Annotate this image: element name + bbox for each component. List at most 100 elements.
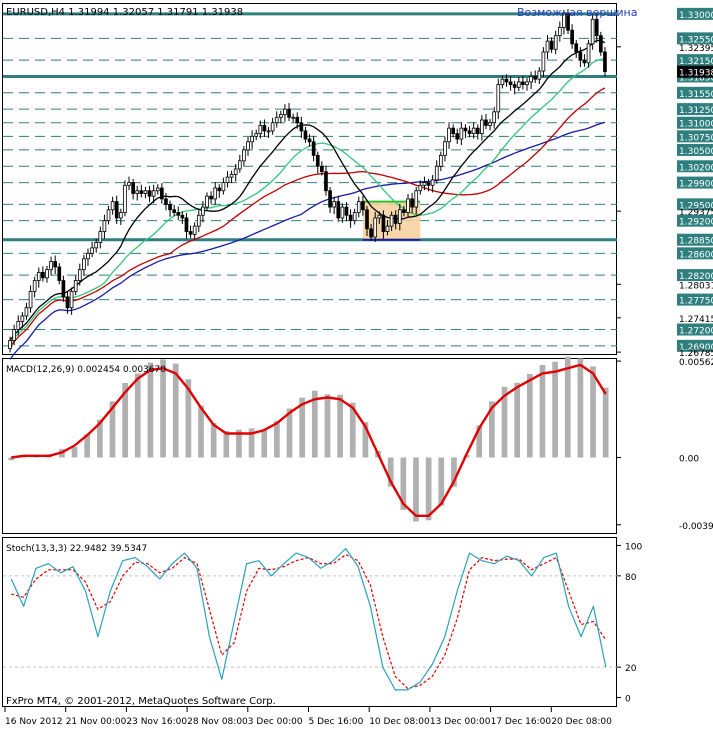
candle-body-8 (41, 271, 45, 279)
price-tag-bg-19 (677, 293, 713, 306)
candle-body-46 (196, 214, 201, 227)
candle-body-114 (475, 127, 480, 135)
candle-body-61 (258, 125, 263, 135)
stoch-label-2: 20 (625, 664, 637, 674)
price-tag-1: 1.32550 (679, 35, 713, 45)
price-tag-bg-8 (677, 130, 713, 143)
price-tag-bg-1 (677, 32, 713, 45)
time-label-5: 5 Dec 16:00 (309, 717, 364, 727)
candle-body-60 (254, 133, 259, 137)
candle-body-30 (131, 182, 135, 194)
candle-body-140 (582, 59, 587, 64)
candle-body-123 (512, 84, 517, 88)
candle-body-127 (529, 76, 533, 83)
candle-body-109 (455, 133, 460, 140)
time-label-8: 17 Dec 16:00 (491, 717, 552, 727)
price-tag-bg-14 (677, 214, 713, 227)
price-tag-5: 1.31550 (679, 90, 713, 100)
candle-body-38 (164, 198, 168, 205)
candle-body-45 (192, 225, 197, 235)
candle-body-21 (94, 242, 99, 249)
price-tag-bg-0 (677, 7, 713, 20)
candle-body-35 (151, 190, 156, 197)
candle-body-44 (188, 231, 193, 235)
candle-body-24 (106, 209, 111, 222)
candle-body-72 (303, 130, 308, 140)
candle-body-110 (459, 127, 464, 140)
candle-body-68 (287, 108, 291, 118)
price-tag-bg-11 (677, 176, 713, 189)
price-tag-bg-10 (677, 160, 713, 173)
candle-body-89 (373, 217, 378, 238)
time-label-2: 23 Nov 16:00 (126, 717, 187, 727)
candle-body-70 (295, 116, 300, 124)
macd-title: MACD(12,26,9) 0.002454 0.003670 (6, 365, 166, 375)
candle-body-131 (545, 40, 550, 53)
candle-body-129 (537, 70, 542, 80)
macd-label-0: 0.00562 (679, 358, 713, 368)
candle-body-3 (20, 315, 25, 322)
candle-body-5 (28, 291, 33, 309)
candle-body-54 (229, 174, 234, 178)
candle-body-33 (143, 190, 148, 194)
price-label-18: 1.28031 (679, 281, 713, 291)
price-tag-bg-3 (677, 54, 713, 67)
candle-body-13 (61, 280, 66, 298)
price-tag-11: 1.29900 (679, 180, 713, 190)
candle-body-53 (225, 176, 230, 183)
candle-body-14 (65, 296, 70, 309)
candle-body-99 (414, 190, 419, 208)
current-price-bg (677, 65, 713, 78)
price-label-20: 1.27415 (679, 315, 713, 325)
candle-body-125 (521, 81, 525, 86)
candle-body-103 (430, 179, 435, 186)
panel-frame-3 (2, 537, 617, 707)
candle-body-145 (603, 51, 607, 72)
candle-body-105 (439, 154, 443, 167)
candle-body-36 (155, 187, 160, 192)
candle-body-41 (176, 212, 181, 216)
candle-body-78 (328, 190, 332, 208)
candle-body-27 (118, 212, 123, 219)
candle-body-58 (246, 141, 250, 151)
price-tag-8: 1.30750 (679, 133, 713, 143)
time-label-1: 21 Nov 00:00 (66, 717, 127, 727)
candle-body-32 (139, 190, 144, 194)
price-tag-bg-21 (677, 323, 713, 336)
candle-body-48 (205, 195, 209, 208)
price-tag-21: 1.27200 (679, 327, 713, 337)
ma-red-line (9, 87, 606, 348)
candle-body-116 (484, 119, 488, 126)
candle-body-144 (599, 35, 603, 53)
candle-body-132 (549, 40, 554, 50)
candle-body-79 (332, 201, 337, 208)
candle-body-128 (533, 76, 538, 80)
candle-body-143 (594, 18, 599, 37)
price-tag-3: 1.32150 (679, 57, 713, 67)
price-tag-bg-16 (677, 247, 713, 260)
candle-body-28 (123, 184, 127, 213)
candle-body-75 (315, 154, 320, 167)
candle-body-23 (102, 220, 107, 232)
candle-body-130 (541, 51, 546, 72)
candle-body-113 (471, 127, 476, 135)
macd-signal-line (11, 363, 607, 517)
candle-body-62 (262, 125, 267, 132)
candle-body-106 (443, 141, 447, 156)
candle-body-37 (160, 187, 164, 200)
candle-body-47 (201, 206, 205, 216)
candle-body-94 (393, 214, 398, 224)
candle-body-84 (352, 212, 357, 222)
stoch-title: Stoch(13,3,3) 22.9482 39.5347 (6, 544, 147, 554)
candle-body-10 (49, 261, 53, 271)
stoch-label-3: 0 (625, 695, 631, 705)
candle-body-82 (344, 206, 349, 216)
price-tag-14: 1.29200 (679, 218, 713, 228)
candle-body-52 (221, 182, 226, 192)
candle-body-29 (127, 182, 131, 186)
candle-body-19 (86, 252, 90, 260)
candle-body-96 (402, 209, 406, 213)
candle-body-71 (299, 122, 304, 132)
candle-body-108 (451, 127, 455, 135)
stoch-signal-line (11, 553, 607, 690)
